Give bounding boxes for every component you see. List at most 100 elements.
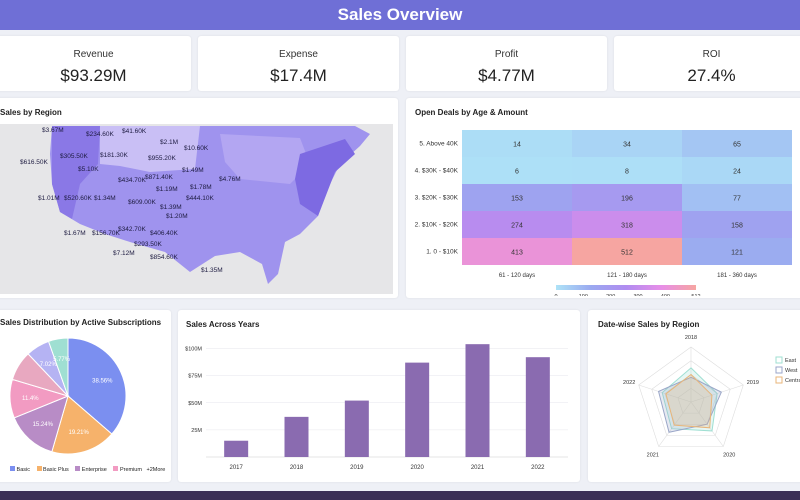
- legend-item-basic[interactable]: Basic: [10, 466, 30, 473]
- heatmap-cell-value: 158: [731, 223, 743, 230]
- colorbar-tick-label: 0: [554, 294, 557, 296]
- heatmap-column-label: 121 - 180 days: [607, 273, 647, 279]
- kpi-card-expense[interactable]: Expense $17.4M: [198, 36, 399, 91]
- legend-swatch: [775, 356, 783, 364]
- pie-slice-label: 15.24%: [33, 422, 54, 428]
- pie-slice-label: 19.21%: [68, 430, 89, 436]
- bar-title: Sales Across Years: [186, 320, 260, 329]
- heatmap-row-label: 1. 0 - $10K: [426, 249, 458, 256]
- bar: [525, 357, 550, 457]
- map-value-label: $305.50K: [60, 153, 88, 160]
- map-value-label: $1.78M: [190, 184, 212, 191]
- heatmap-column-label: 181 - 360 days: [717, 273, 757, 279]
- heatmap-cell-value: 121: [731, 250, 743, 257]
- heatmap-cell-value: 196: [621, 196, 633, 203]
- kpi-card-revenue[interactable]: Revenue $93.29M: [0, 36, 191, 91]
- heatmap-row-label: 3. $20K - $30K: [415, 195, 459, 202]
- page-header: Sales Overview: [0, 0, 800, 30]
- heatmap-cell: [462, 130, 572, 157]
- colorbar-tick-label: 200: [606, 294, 615, 296]
- radar-grid-ring: [664, 374, 718, 425]
- heatmap-cell: [682, 238, 792, 265]
- map-value-label: $4.76M: [219, 176, 241, 183]
- heatmap-cell: [462, 238, 572, 265]
- us-region-light: [100, 126, 200, 172]
- heatmap-cell-value: 24: [733, 169, 741, 176]
- heatmap-row-label: 4. $30K - $40K: [415, 168, 459, 175]
- colorbar-tick-label: 400: [661, 294, 670, 296]
- heatmap-cell: [682, 130, 792, 157]
- radar-chart[interactable]: 2018 2019 2020 2021 2022 East West Centra: [588, 332, 800, 482]
- map-value-label: $434.70K: [118, 177, 146, 184]
- y-tick-label: 25M: [191, 428, 202, 434]
- heatmap-cell-value: 512: [621, 250, 633, 257]
- kpi-card-roi[interactable]: ROI 27.4%: [614, 36, 800, 91]
- map-title: Sales by Region: [0, 108, 62, 117]
- x-tick-label: 2021: [471, 465, 485, 471]
- map-value-label: $1.01M: [38, 195, 60, 202]
- kpi-value: $17.4M: [270, 66, 327, 85]
- map-value-label: $520.60K: [64, 195, 92, 202]
- radar-legend-item[interactable]: East: [775, 356, 796, 364]
- legend-item-basic-plus[interactable]: Basic Plus: [36, 466, 69, 473]
- pie-slice-label: 7.02%: [40, 362, 58, 368]
- pie-slice-label: 38.56%: [92, 378, 113, 384]
- bar: [405, 362, 430, 457]
- pie-card: Sales Distribution by Active Subscriptio…: [0, 310, 171, 482]
- heatmap-cell-value: 413: [511, 250, 523, 257]
- x-tick-label: 2022: [531, 465, 545, 471]
- radar-axis-label: 2019: [747, 380, 759, 386]
- legend-item-premium[interactable]: Premium: [113, 466, 142, 473]
- map-value-label: $7.12M: [113, 250, 135, 257]
- kpi-card-profit[interactable]: Profit $4.77M: [406, 36, 607, 91]
- radar-card: Date-wise Sales by Region 2018 2019 2020 20…: [588, 310, 800, 482]
- legend-item-enterprise[interactable]: Enterprise: [75, 466, 107, 473]
- kpi-value: $93.29M: [60, 66, 127, 85]
- radar-legend-item[interactable]: Centra: [775, 376, 800, 384]
- heatmap-cell-value: 77: [733, 196, 741, 203]
- map-value-labels: $3.67M $234.60K $41.60K $2.1M $616.50K $305.5…: [20, 127, 241, 274]
- us-map[interactable]: $3.67M $234.60K $41.60K $2.1M $616.50K $305.5…: [0, 124, 393, 294]
- heatmap-card: Open Deals by Age & Amount 5. Above 40K 1…: [406, 98, 800, 298]
- pie-slice-label: 11.4%: [22, 396, 39, 402]
- pie-slice: [47, 337, 69, 397]
- heatmap-cell: [572, 211, 682, 238]
- legend-swatch: [775, 366, 783, 374]
- us-region-east: [295, 139, 355, 216]
- heatmap-cell: [682, 157, 792, 184]
- legend-swatch: [775, 376, 783, 384]
- us-region-mid: [220, 134, 310, 184]
- heatmap-cell: [572, 130, 682, 157]
- radar-legend-item[interactable]: West: [775, 366, 798, 374]
- bar: [465, 344, 490, 457]
- colorbar-tick-label: 512: [691, 294, 700, 296]
- heatmap-cell-value: 318: [621, 223, 633, 230]
- radar-series-west: [657, 376, 722, 433]
- heatmap-cell-value: 274: [511, 223, 523, 230]
- bar-chart[interactable]: 25M $50M $75M $100M 2017 2018 2019 2020 2021 2022: [178, 332, 580, 482]
- radar-grid-ring: [638, 346, 744, 447]
- map-value-label: $3.67M: [42, 127, 64, 134]
- heatmap-cell-value: 14: [513, 142, 521, 149]
- map-value-label: $1.20M: [166, 213, 188, 220]
- map-value-label: $1.34M: [94, 195, 116, 202]
- page-title: Sales Overview: [337, 5, 463, 24]
- legend-label: Basic Plus: [43, 467, 69, 473]
- heatmap-chart[interactable]: 5. Above 40K 14 34 65 4. $30K - $40K 6 8 24 3. $…: [406, 126, 800, 296]
- map-value-label: $609.00K: [128, 199, 156, 206]
- map-value-label: $10.60K: [184, 145, 209, 152]
- map-value-label: $41.60K: [122, 128, 147, 135]
- heatmap-cell: [462, 184, 572, 211]
- radar-axis-label: 2022: [623, 380, 635, 386]
- heatmap-cell: [462, 157, 572, 184]
- legend-more-link[interactable]: +2More: [146, 467, 166, 473]
- map-value-label: $234.60K: [86, 131, 114, 138]
- heatmap-cell-value: 65: [733, 142, 741, 149]
- map-value-label: $1.49M: [182, 167, 204, 174]
- heatmap-cell: [682, 184, 792, 211]
- map-card: Sales by Region $3.67M $234.60K $41.60K $2.…: [0, 98, 398, 298]
- heatmap-cell-value: 8: [625, 169, 629, 176]
- y-tick-label: $100M: [185, 347, 202, 353]
- pie-chart[interactable]: 38.56% 19.21% 15.24% 11.4% 7.02%5.77%: [0, 328, 171, 468]
- bar: [224, 440, 249, 457]
